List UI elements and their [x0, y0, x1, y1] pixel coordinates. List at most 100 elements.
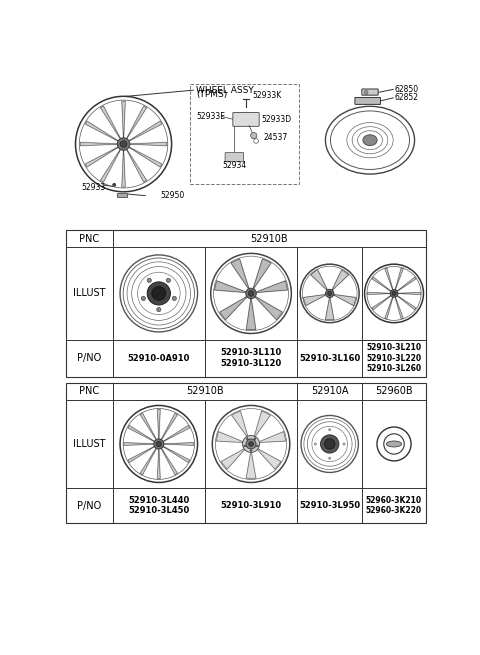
Polygon shape: [395, 268, 403, 290]
Polygon shape: [130, 142, 167, 146]
Text: 52910-0A910: 52910-0A910: [128, 354, 190, 363]
Polygon shape: [129, 147, 162, 167]
Circle shape: [147, 278, 151, 282]
Polygon shape: [122, 101, 125, 138]
Text: 52910-3L110
52910-3L120: 52910-3L110 52910-3L120: [220, 348, 282, 368]
Polygon shape: [397, 277, 416, 291]
Circle shape: [117, 138, 130, 150]
Circle shape: [242, 436, 260, 453]
Text: 52910-3L910: 52910-3L910: [220, 501, 282, 510]
Polygon shape: [254, 411, 270, 436]
Polygon shape: [395, 297, 403, 319]
Polygon shape: [215, 281, 245, 292]
Polygon shape: [232, 411, 248, 436]
Circle shape: [172, 296, 177, 301]
Circle shape: [120, 141, 127, 147]
Circle shape: [248, 291, 254, 296]
Polygon shape: [255, 297, 282, 320]
Circle shape: [314, 443, 316, 445]
Text: 52950: 52950: [161, 191, 185, 200]
Text: PNC: PNC: [79, 386, 99, 396]
Polygon shape: [127, 150, 147, 182]
Polygon shape: [221, 449, 245, 469]
Text: 52933E: 52933E: [196, 112, 226, 121]
Circle shape: [250, 449, 252, 451]
Polygon shape: [311, 270, 327, 290]
Polygon shape: [385, 268, 393, 290]
Polygon shape: [157, 449, 160, 479]
Polygon shape: [164, 426, 190, 441]
Text: 52933D: 52933D: [262, 115, 292, 124]
Text: 52960-3K210
52960-3K220: 52960-3K210 52960-3K220: [366, 496, 422, 515]
Circle shape: [246, 288, 256, 299]
Text: 52910-3L440
52910-3L450: 52910-3L440 52910-3L450: [128, 496, 190, 515]
Circle shape: [141, 296, 145, 301]
Circle shape: [166, 278, 170, 282]
FancyBboxPatch shape: [233, 113, 259, 126]
Polygon shape: [397, 296, 416, 310]
Polygon shape: [231, 259, 249, 288]
Text: ILLUST: ILLUST: [73, 288, 106, 299]
Text: P/NO: P/NO: [77, 353, 102, 363]
Circle shape: [324, 439, 335, 449]
Text: (TPMS): (TPMS): [196, 90, 228, 99]
Polygon shape: [124, 443, 154, 445]
FancyBboxPatch shape: [362, 89, 378, 95]
Polygon shape: [216, 432, 243, 443]
Circle shape: [249, 441, 253, 446]
Polygon shape: [164, 443, 193, 445]
Circle shape: [364, 90, 368, 94]
Polygon shape: [385, 297, 393, 319]
Circle shape: [113, 183, 116, 187]
Text: 62852: 62852: [395, 94, 419, 102]
Text: 52933: 52933: [81, 183, 106, 192]
Circle shape: [390, 290, 398, 297]
Polygon shape: [246, 453, 256, 478]
Text: 52910B: 52910B: [186, 386, 224, 396]
Polygon shape: [368, 292, 390, 295]
Polygon shape: [372, 296, 391, 310]
Circle shape: [392, 291, 396, 295]
Circle shape: [328, 428, 331, 431]
Polygon shape: [372, 277, 391, 291]
Polygon shape: [100, 106, 120, 138]
FancyBboxPatch shape: [355, 98, 381, 104]
Bar: [190, 84, 299, 184]
FancyBboxPatch shape: [225, 153, 244, 162]
Polygon shape: [129, 121, 162, 141]
Polygon shape: [128, 447, 154, 462]
Polygon shape: [122, 151, 125, 187]
Text: 52910A: 52910A: [311, 386, 348, 396]
Polygon shape: [257, 281, 288, 292]
Circle shape: [246, 439, 256, 449]
Circle shape: [256, 445, 258, 447]
Polygon shape: [325, 298, 334, 320]
Polygon shape: [157, 409, 160, 439]
Text: ILLUST: ILLUST: [73, 439, 106, 449]
Circle shape: [254, 438, 256, 440]
Circle shape: [343, 443, 345, 445]
Text: 52910B: 52910B: [251, 234, 288, 244]
Ellipse shape: [386, 441, 402, 447]
Polygon shape: [161, 413, 178, 440]
Polygon shape: [85, 121, 118, 141]
Polygon shape: [220, 297, 247, 320]
Polygon shape: [257, 449, 281, 469]
Polygon shape: [161, 449, 178, 475]
Polygon shape: [164, 447, 190, 462]
Circle shape: [328, 291, 332, 295]
Circle shape: [328, 457, 331, 459]
Text: 52910-3L160: 52910-3L160: [299, 354, 360, 363]
Text: 24537: 24537: [264, 134, 288, 142]
Text: 52934: 52934: [222, 161, 247, 170]
Text: 52910-3L950: 52910-3L950: [299, 501, 360, 510]
Bar: [66, 383, 426, 523]
Polygon shape: [334, 295, 356, 306]
Circle shape: [154, 439, 164, 449]
Circle shape: [321, 435, 339, 453]
Polygon shape: [127, 106, 147, 138]
Circle shape: [325, 290, 334, 297]
Text: PNC: PNC: [79, 234, 99, 244]
Circle shape: [156, 441, 162, 447]
Polygon shape: [85, 147, 118, 167]
